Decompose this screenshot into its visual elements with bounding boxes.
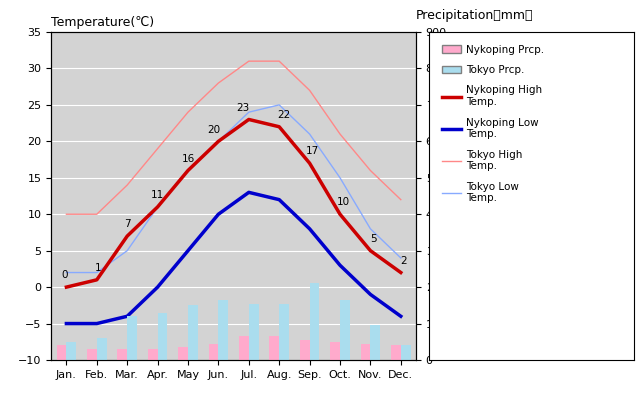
Bar bbox=[118, 349, 127, 360]
Bar bbox=[209, 344, 218, 360]
Bar bbox=[371, 325, 380, 360]
Text: Precipitation（mm）: Precipitation（mm） bbox=[416, 9, 534, 22]
Legend: Nykoping Prcp., Tokyo Prcp., Nykoping High
Temp., Nykoping Low
Temp., Tokyo High: Nykoping Prcp., Tokyo Prcp., Nykoping Hi… bbox=[438, 40, 548, 207]
Text: 7: 7 bbox=[124, 219, 131, 229]
Bar bbox=[249, 304, 259, 360]
Bar bbox=[401, 346, 410, 360]
Text: 11: 11 bbox=[151, 190, 164, 200]
Bar bbox=[330, 342, 340, 360]
Text: Temperature(℃): Temperature(℃) bbox=[51, 16, 154, 30]
Bar bbox=[57, 346, 67, 360]
Text: 5: 5 bbox=[370, 234, 377, 244]
Text: 16: 16 bbox=[181, 154, 195, 164]
Text: 1: 1 bbox=[95, 263, 102, 273]
Bar bbox=[148, 349, 157, 360]
Bar bbox=[239, 336, 249, 360]
Bar bbox=[361, 344, 371, 360]
Bar bbox=[87, 349, 97, 360]
Bar bbox=[340, 300, 349, 360]
Bar bbox=[157, 313, 167, 360]
Bar bbox=[269, 336, 279, 360]
Text: 23: 23 bbox=[236, 103, 250, 113]
Bar bbox=[218, 300, 228, 360]
Bar bbox=[279, 304, 289, 360]
Bar bbox=[188, 305, 198, 360]
Bar bbox=[391, 346, 401, 360]
Text: 17: 17 bbox=[306, 146, 319, 156]
Text: 10: 10 bbox=[337, 198, 349, 208]
Bar bbox=[179, 347, 188, 360]
Bar bbox=[127, 316, 137, 360]
Bar bbox=[300, 340, 310, 360]
Text: 0: 0 bbox=[61, 270, 68, 280]
Bar bbox=[310, 284, 319, 360]
Bar bbox=[97, 338, 106, 360]
Bar bbox=[67, 342, 76, 360]
Text: 20: 20 bbox=[207, 124, 220, 134]
Text: 2: 2 bbox=[401, 256, 407, 266]
Text: 22: 22 bbox=[277, 110, 291, 120]
